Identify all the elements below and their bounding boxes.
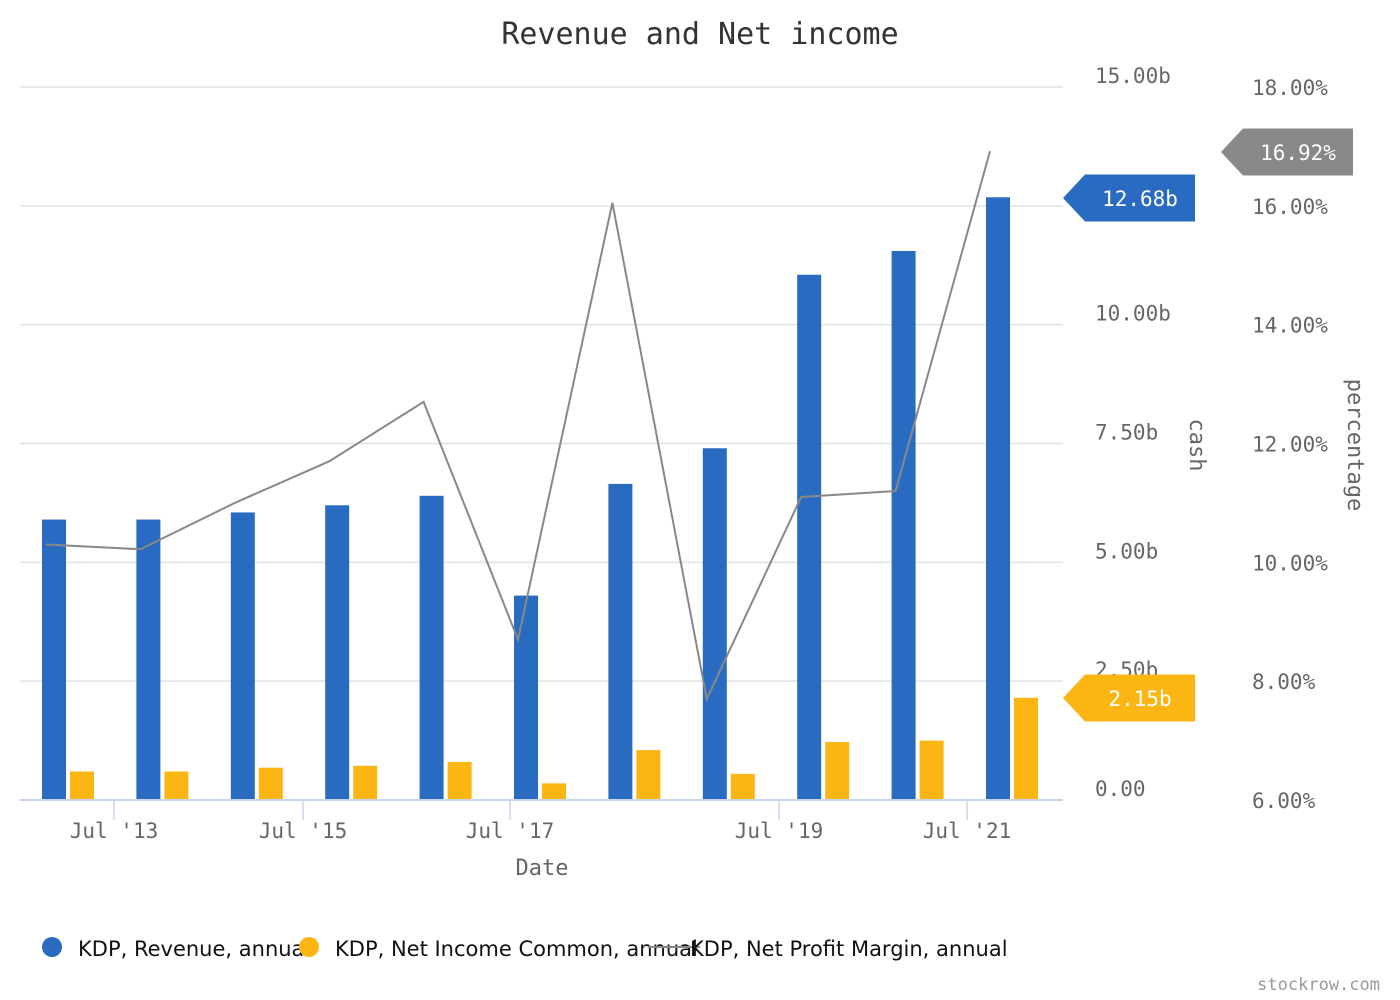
legend-net-income-label[interactable]: KDP, Net Income Common, annual [335, 937, 698, 961]
x-tick-label: Jul '21 [923, 819, 1012, 843]
legend-margin-label[interactable]: KDP, Net Profit Margin, annual [690, 937, 1008, 961]
right-y-tick-label: 14.00% [1252, 314, 1328, 338]
x-tick-label: Jul '15 [259, 819, 348, 843]
revenue-bar[interactable] [230, 512, 255, 800]
revenue-bar[interactable] [514, 595, 538, 800]
net-income-bar[interactable] [825, 742, 850, 800]
net-income-bar[interactable] [70, 771, 94, 800]
x-axis-label: Date [516, 856, 569, 881]
margin-last-value-flag: 16.92% [1260, 141, 1336, 165]
legend-net-income-marker[interactable] [299, 937, 319, 957]
net-income-bars[interactable] [70, 697, 1038, 800]
net-income-bar[interactable] [164, 771, 189, 800]
net-income-bar[interactable] [919, 740, 944, 800]
left-y-tick-label: 10.00b [1095, 302, 1171, 326]
right-y-tick-label: 16.00% [1252, 195, 1328, 219]
revenue-bar[interactable] [986, 197, 1010, 800]
revenue-bar[interactable] [891, 250, 916, 801]
x-tick-label: Jul '13 [70, 819, 159, 843]
net-income-bar[interactable] [353, 765, 378, 800]
right-y-axis-ticks: 6.00% 8.00% 10.00% 12.00% 14.00% 16.00% 18.00% [1252, 76, 1328, 813]
net-profit-margin-line[interactable] [45, 150, 991, 703]
net-income-bar[interactable] [542, 783, 566, 800]
legend-revenue-marker[interactable] [42, 937, 62, 957]
last-value-flags: 12.68b 2.15b 16.92% [1063, 128, 1353, 722]
net-income-bar[interactable] [636, 750, 661, 800]
right-y-tick-label: 18.00% [1252, 76, 1328, 100]
net-income-bar[interactable] [730, 773, 755, 800]
left-y-tick-label: 0.00 [1095, 777, 1146, 801]
x-tick-label: Jul '17 [466, 819, 555, 843]
right-y-tick-label: 12.00% [1252, 433, 1328, 457]
x-axis: Jul '13 Jul '15 Jul '17 Jul '19 Jul '21 [20, 799, 1063, 843]
chart-title: Revenue and Net income [501, 17, 898, 52]
left-y-axis-label: cash [1184, 419, 1209, 472]
revenue-bar[interactable] [702, 448, 727, 800]
watermark: stockrow.com [1257, 975, 1380, 995]
margin-last-value-flag-shape [1221, 128, 1353, 176]
revenue-bar[interactable] [608, 483, 633, 800]
right-y-axis-label: percentage [1342, 379, 1367, 511]
right-y-tick-label: 10.00% [1252, 551, 1328, 575]
x-tick-label: Jul '19 [735, 819, 824, 843]
legend[interactable]: KDP, Revenue, annual KDP, Net Income Comm… [42, 937, 1008, 961]
grid-lines [20, 86, 1063, 801]
right-y-tick-label: 6.00% [1252, 789, 1316, 813]
left-y-tick-label: 7.50b [1095, 421, 1158, 445]
left-y-tick-label: 5.00b [1095, 539, 1158, 563]
margin-polyline[interactable] [45, 150, 991, 703]
right-y-tick-label: 8.00% [1252, 670, 1316, 694]
left-y-tick-label: 15.00b [1095, 64, 1171, 88]
net-income-bar[interactable] [1014, 697, 1038, 800]
revenue-last-value-flag-shape [1063, 174, 1195, 222]
revenue-last-value-flag: 12.68b [1102, 187, 1178, 211]
net-income-last-value-flag-shape [1063, 674, 1195, 722]
net-income-bar[interactable] [447, 761, 472, 800]
net-income-last-value-flag: 2.15b [1108, 687, 1171, 711]
revenue-bar[interactable] [42, 519, 66, 800]
revenue-bar[interactable] [797, 274, 822, 800]
revenue-bar[interactable] [325, 505, 350, 800]
revenue-bars[interactable] [42, 197, 1010, 801]
net-income-bar[interactable] [258, 767, 283, 800]
legend-revenue-label[interactable]: KDP, Revenue, annual [78, 937, 310, 961]
revenue-bar[interactable] [419, 495, 444, 800]
revenue-bar[interactable] [136, 519, 161, 800]
